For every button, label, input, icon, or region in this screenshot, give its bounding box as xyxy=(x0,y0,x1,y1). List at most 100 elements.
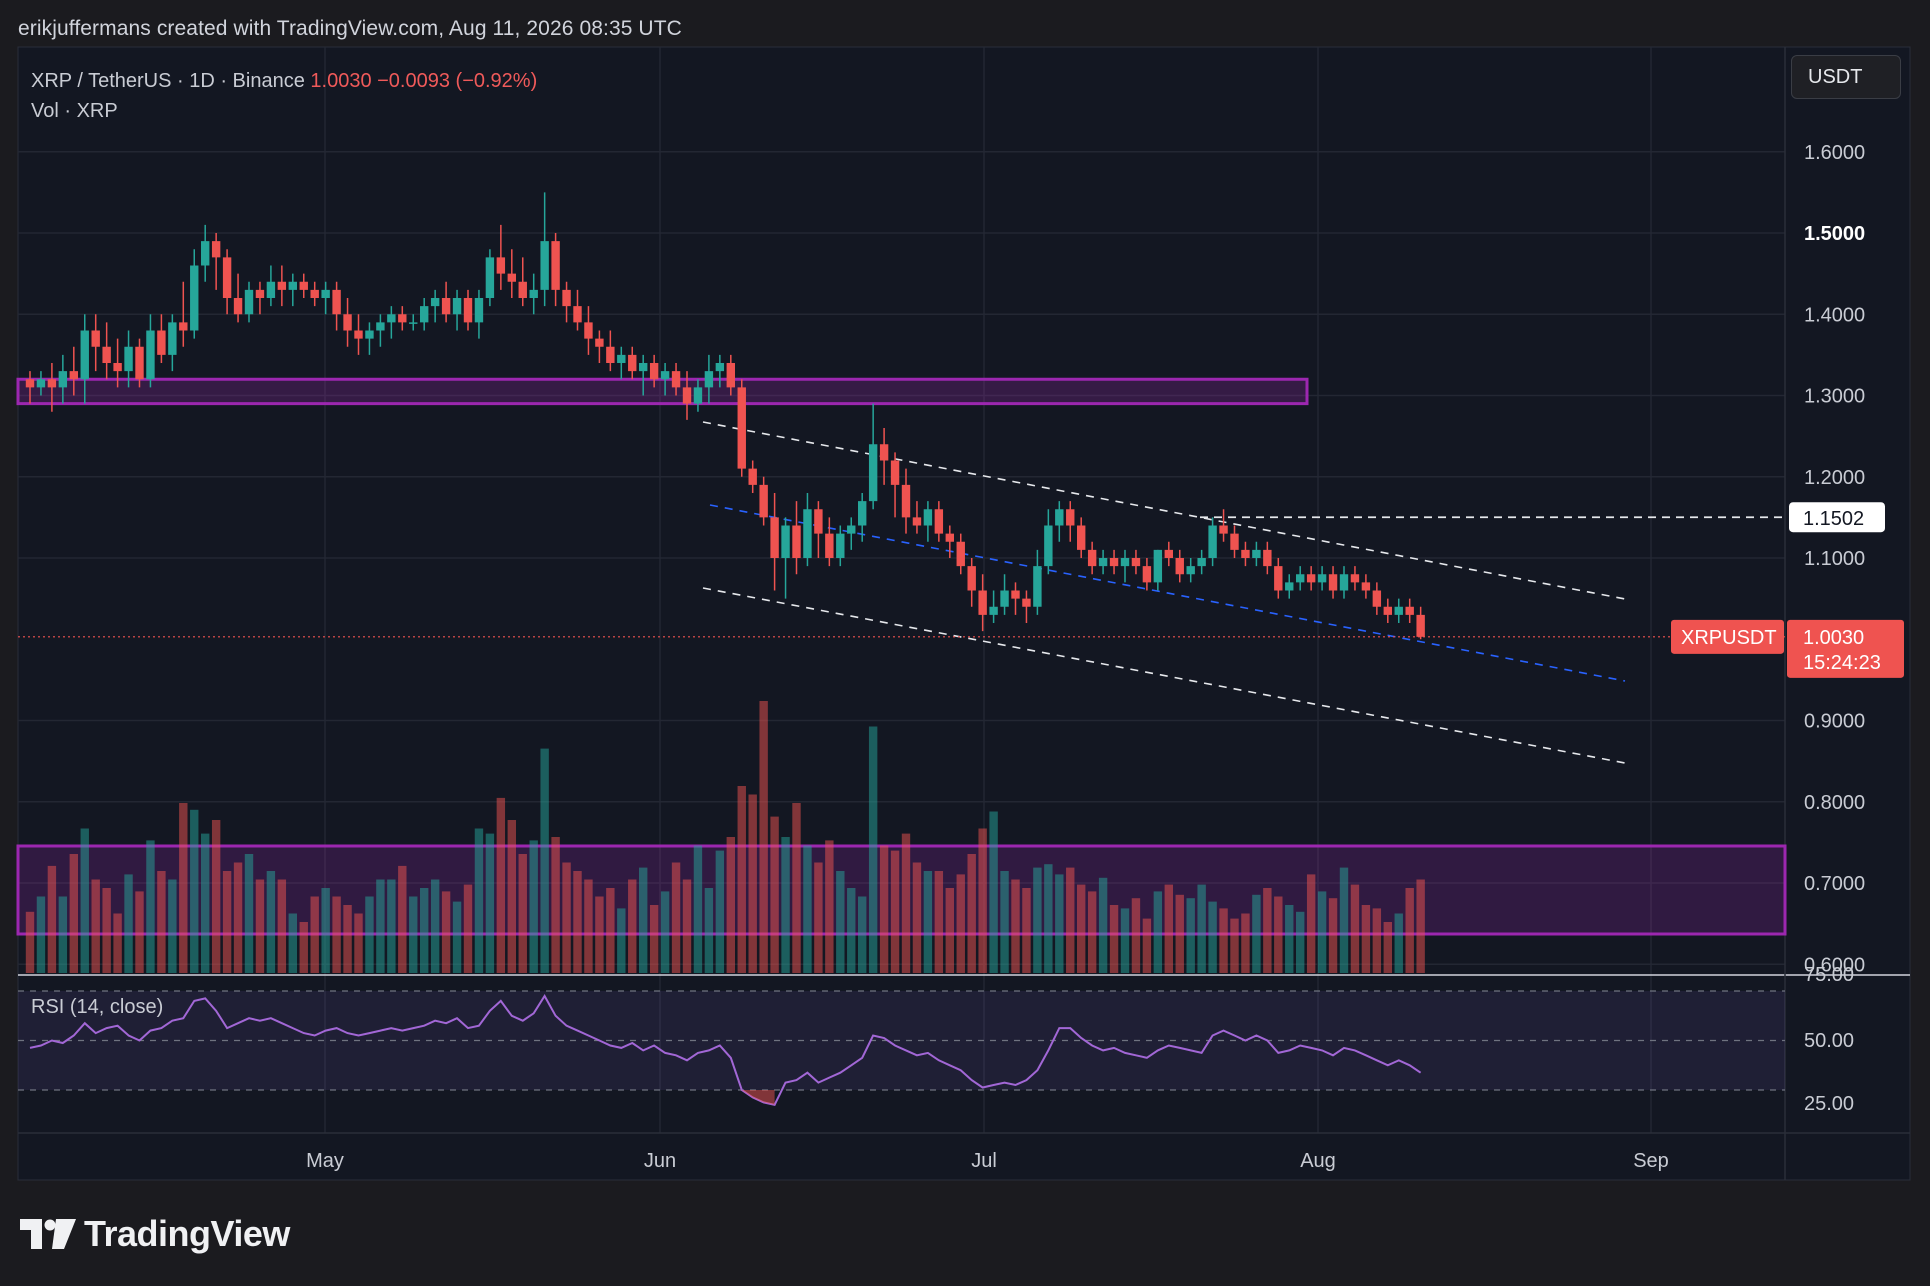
candle-body xyxy=(146,330,155,380)
volume-bar xyxy=(365,896,374,973)
volume-bar xyxy=(190,809,199,973)
volume-bar xyxy=(847,888,856,973)
rsi-oversold-fill xyxy=(741,1090,775,1105)
candle-body xyxy=(956,541,965,567)
volume-bar xyxy=(376,879,385,973)
volume-bar xyxy=(1241,913,1250,973)
candle-body xyxy=(1296,574,1305,583)
x-tick-label-4: Sep xyxy=(1633,1150,1669,1172)
candle-body xyxy=(190,265,199,331)
volume-bar xyxy=(682,879,692,973)
channel-lower-line xyxy=(702,587,1626,764)
volume-bar xyxy=(507,820,516,973)
x-tick-label-0: May xyxy=(306,1150,344,1172)
candle-body xyxy=(1263,549,1272,567)
volume-bar xyxy=(299,922,308,973)
volume-bar xyxy=(36,896,46,973)
symbol-price-tag-label: XRPUSDT xyxy=(1681,627,1777,649)
volume-bar xyxy=(715,850,725,973)
candle-body xyxy=(934,509,944,534)
candle-body xyxy=(354,330,363,339)
volume-bar xyxy=(168,879,177,973)
symbol-price-tag xyxy=(1671,619,1784,654)
volume-bar xyxy=(409,896,418,973)
volume-bar xyxy=(529,840,538,973)
volume-bar xyxy=(124,874,133,973)
candle-body xyxy=(1328,574,1338,591)
volume-bar xyxy=(868,726,878,973)
volume-bar xyxy=(463,884,473,973)
volume-bar xyxy=(606,888,615,973)
candle-body xyxy=(967,566,976,591)
volume-bar xyxy=(825,840,834,973)
rsi-label[interactable]: RSI (14, close) xyxy=(31,996,164,1018)
volume-bar xyxy=(1361,905,1371,973)
candle-body xyxy=(704,371,714,388)
volume-bar xyxy=(102,888,111,973)
volume-bar xyxy=(222,871,232,973)
volume-bar xyxy=(803,845,812,973)
candle-body xyxy=(430,298,440,307)
candle-body xyxy=(398,314,407,323)
candle-body xyxy=(847,525,856,534)
volume-bar xyxy=(135,891,144,973)
volume-bar xyxy=(989,811,998,973)
candle-body xyxy=(1306,574,1316,583)
candle-body xyxy=(1098,558,1108,567)
volume-bar xyxy=(726,837,735,973)
candle-body xyxy=(1317,574,1327,583)
candle-body xyxy=(463,298,473,323)
currency-button[interactable]: USDT xyxy=(1791,55,1901,99)
volume-bar xyxy=(1175,894,1184,973)
candle-body xyxy=(1022,598,1031,607)
volume-bar xyxy=(398,865,407,973)
candle-body xyxy=(441,298,451,315)
legend-symbol[interactable]: XRP / TetherUS · 1D · Binance xyxy=(31,70,305,92)
candle-body xyxy=(748,468,757,485)
tradingview-logo-icon xyxy=(20,1219,76,1249)
legend-change: −0.0093 (−0.92%) xyxy=(377,70,538,92)
candle-body xyxy=(671,371,681,388)
candle-body xyxy=(1350,574,1360,583)
candle-body xyxy=(595,338,604,347)
volume-bar xyxy=(1066,867,1075,973)
rsi-axis-label-1: 50.00 xyxy=(1804,1030,1854,1052)
candle-body xyxy=(1339,574,1349,591)
volume-bar xyxy=(452,901,462,973)
volume-bar xyxy=(890,850,900,973)
candle-body xyxy=(682,387,692,404)
volume-bar xyxy=(113,913,122,973)
legend-volume[interactable]: Vol · XRP xyxy=(31,100,118,122)
candle-body xyxy=(1394,606,1403,615)
volume-bar xyxy=(660,891,670,973)
candle-body xyxy=(1383,606,1392,615)
volume-bar xyxy=(1208,901,1217,973)
volume-bar xyxy=(1296,911,1305,973)
candle-body xyxy=(266,281,276,298)
volume-bar xyxy=(540,748,549,973)
volume-bar xyxy=(179,803,188,973)
candle-body xyxy=(277,281,287,290)
volume-bar xyxy=(671,862,681,973)
volume-bar xyxy=(945,888,954,973)
candle-body xyxy=(25,379,35,388)
volume-bar xyxy=(814,862,823,973)
volume-bar xyxy=(211,820,221,973)
rsi-axis-label-2: 25.00 xyxy=(1804,1093,1854,1115)
candle-body xyxy=(80,330,89,380)
volume-bar xyxy=(387,879,396,973)
volume-bar xyxy=(693,845,703,973)
candle-body xyxy=(1241,549,1250,558)
candle-body xyxy=(770,517,779,558)
volume-bar xyxy=(1416,879,1425,973)
volume-bar xyxy=(595,896,604,973)
legend-price: 1.0030 xyxy=(310,70,372,92)
candle-body xyxy=(1066,509,1075,526)
volume-bar xyxy=(496,797,506,973)
volume-bar xyxy=(639,867,648,973)
candle-body xyxy=(1219,525,1228,534)
candle-body xyxy=(879,444,889,461)
volume-bar xyxy=(310,896,319,973)
volume-bar xyxy=(770,816,779,973)
